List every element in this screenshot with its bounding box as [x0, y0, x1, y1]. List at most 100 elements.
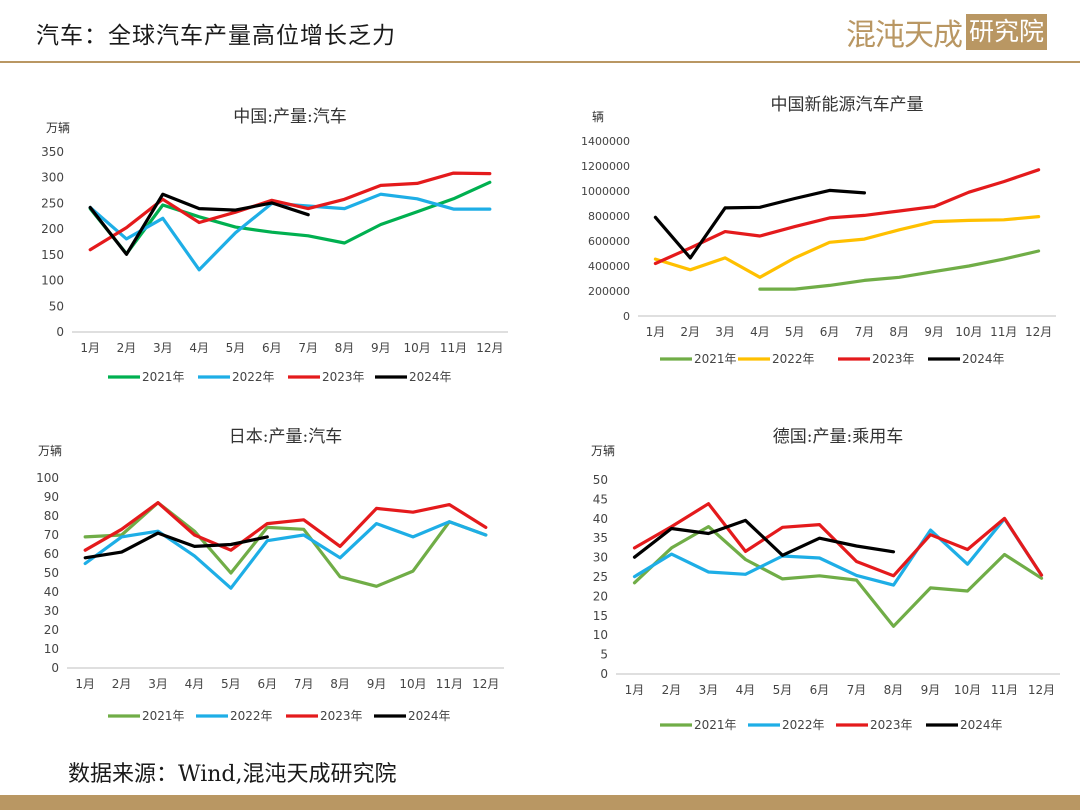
y-tick-label: 70: [44, 528, 59, 542]
x-tick-label: 7月: [298, 341, 318, 355]
x-tick-label: 4月: [185, 677, 205, 691]
legend-label: 2021年: [142, 709, 185, 723]
y-tick-label: 50: [593, 473, 608, 487]
legend-label: 2023年: [322, 370, 365, 384]
legend-label: 2021年: [694, 352, 737, 366]
y-tick-label: 800000: [588, 210, 630, 223]
legend-label: 2023年: [320, 709, 363, 723]
logo-text: 混沌天成: [846, 18, 963, 53]
x-tick-label: 7月: [294, 677, 314, 691]
y-tick-label: 300: [41, 171, 64, 185]
x-tick-label: 3月: [715, 325, 735, 339]
x-tick-label: 8月: [335, 341, 355, 355]
x-tick-label: 3月: [699, 683, 719, 697]
x-tick-label: 5月: [785, 325, 805, 339]
y-tick-label: 15: [593, 609, 608, 623]
legend-label: 2024年: [962, 352, 1005, 366]
y-axis-unit-label: 万辆: [591, 444, 615, 458]
logo-boxed-text: 研究院: [966, 14, 1048, 50]
x-tick-label: 4月: [189, 341, 209, 355]
series-line: [88, 192, 310, 256]
legend-label: 2021年: [142, 370, 185, 384]
y-tick-label: 0: [51, 661, 59, 675]
y-tick-label: 400000: [588, 260, 630, 273]
y-tick-label: 0: [600, 667, 608, 681]
x-tick-label: 12月: [1025, 325, 1052, 339]
legend-label: 2024年: [960, 718, 1003, 732]
y-tick-label: 1000000: [581, 185, 630, 198]
y-tick-label: 100: [41, 274, 64, 288]
series-line: [632, 518, 896, 559]
y-tick-label: 200: [41, 222, 64, 236]
y-tick-label: 35: [593, 531, 608, 545]
x-tick-label: 10月: [404, 341, 431, 355]
legend-label: 2022年: [230, 709, 273, 723]
chart-title: 中国新能源汽车产量: [771, 95, 924, 115]
x-tick-label: 7月: [847, 683, 867, 697]
x-tick-label: 5月: [226, 341, 246, 355]
y-tick-label: 100: [36, 471, 59, 485]
x-tick-label: 5月: [221, 677, 241, 691]
y-tick-label: 30: [593, 551, 608, 565]
chart-china-auto-production: 中国:产量:汽车 万辆 0 50 100 150 200 250 300 350 1月 2月 3月 4月 5…: [0, 90, 520, 400]
x-tick-label: 10月: [954, 683, 981, 697]
brand-logo: 混沌天成 研究院: [846, 12, 1048, 53]
series-line: [653, 188, 866, 260]
series-line: [632, 525, 1044, 628]
y-tick-label: 350: [41, 145, 64, 159]
y-tick-label: 250: [41, 196, 64, 210]
series-line: [758, 249, 1041, 291]
x-tick-label: 11月: [440, 341, 467, 355]
x-tick-label: 9月: [924, 325, 944, 339]
x-tick-label: 11月: [990, 325, 1017, 339]
y-tick-label: 5: [600, 648, 608, 662]
x-tick-label: 12月: [476, 341, 503, 355]
series-line: [83, 501, 488, 552]
y-tick-label: 80: [44, 509, 59, 523]
x-tick-label: 9月: [371, 341, 391, 355]
legend-label: 2024年: [409, 370, 452, 384]
x-tick-label: 1月: [646, 325, 666, 339]
chart-title: 德国:产量:乘用车: [773, 427, 903, 447]
x-tick-label: 6月: [820, 325, 840, 339]
series-line: [83, 501, 488, 588]
series-line: [88, 171, 492, 252]
series-line: [653, 215, 1041, 279]
y-tick-label: 0: [56, 325, 64, 339]
x-tick-label: 9月: [921, 683, 941, 697]
x-tick-label: 8月: [330, 677, 350, 691]
chart-japan-auto-production: 日本:产量:汽车 万辆 0 10 20 30 40 50 60 70 80 90 100 1月 2月 3月 4月…: [0, 410, 520, 723]
x-tick-label: 4月: [736, 683, 756, 697]
x-tick-label: 8月: [884, 683, 904, 697]
chart-title: 日本:产量:汽车: [229, 427, 342, 447]
x-tick-label: 12月: [1028, 683, 1055, 697]
header-divider: [0, 61, 1080, 63]
x-tick-label: 12月: [472, 677, 499, 691]
y-axis-unit-label: 辆: [592, 110, 604, 124]
x-tick-label: 8月: [889, 325, 909, 339]
y-tick-label: 60: [44, 547, 59, 561]
x-tick-label: 1月: [625, 683, 645, 697]
y-tick-label: 25: [593, 570, 608, 584]
chart-germany-passenger-car-production: 德国:产量:乘用车 万辆 0 5 10 15 20 25 30 35 40 45 50 1月 2月 3月 4月 5…: [560, 410, 1070, 740]
y-tick-label: 10: [593, 628, 608, 642]
x-tick-label: 9月: [367, 677, 387, 691]
legend-label: 2023年: [870, 718, 913, 732]
x-tick-label: 2月: [680, 325, 700, 339]
legend-label: 2024年: [408, 709, 451, 723]
data-source-note: 数据来源：Wind,混沌天成研究院: [68, 762, 397, 787]
x-tick-label: 1月: [80, 341, 100, 355]
legend-label: 2022年: [772, 352, 815, 366]
y-tick-label: 10: [44, 642, 59, 656]
x-tick-label: 3月: [153, 341, 173, 355]
x-tick-label: 2月: [662, 683, 682, 697]
y-tick-label: 90: [44, 490, 59, 504]
x-tick-label: 4月: [750, 325, 770, 339]
y-tick-label: 50: [49, 299, 64, 313]
x-tick-label: 2月: [112, 677, 132, 691]
y-tick-label: 45: [593, 492, 608, 506]
x-tick-label: 10月: [399, 677, 426, 691]
